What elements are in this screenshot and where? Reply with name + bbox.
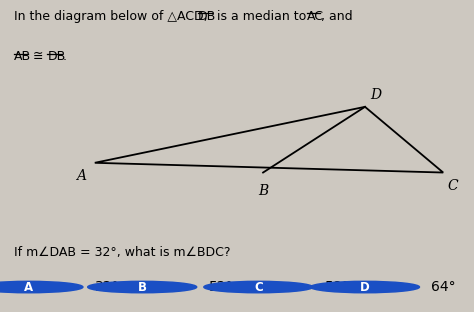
Text: .: . xyxy=(63,50,66,63)
Text: DB: DB xyxy=(47,50,66,63)
Text: D: D xyxy=(360,280,370,294)
Text: C: C xyxy=(254,280,263,294)
Text: D: D xyxy=(370,88,381,102)
Text: If m∠DAB = 32°, what is m∠BDC?: If m∠DAB = 32°, what is m∠BDC? xyxy=(14,246,231,259)
Circle shape xyxy=(0,281,83,293)
Text: 52°: 52° xyxy=(209,280,233,294)
Text: AB: AB xyxy=(14,50,31,63)
Text: 64°: 64° xyxy=(431,280,456,294)
Text: , and: , and xyxy=(321,10,353,23)
Text: A: A xyxy=(75,169,86,183)
Text: ≅: ≅ xyxy=(29,50,48,63)
Text: B: B xyxy=(138,280,146,294)
Text: 58°: 58° xyxy=(325,280,349,294)
Circle shape xyxy=(88,281,197,293)
Text: A: A xyxy=(24,280,33,294)
Text: B: B xyxy=(258,184,268,198)
Text: In the diagram below of △ACD,: In the diagram below of △ACD, xyxy=(14,10,210,23)
Text: AC: AC xyxy=(307,10,324,23)
Circle shape xyxy=(310,281,419,293)
Text: C: C xyxy=(448,179,458,193)
Text: 32°: 32° xyxy=(95,280,119,294)
Circle shape xyxy=(204,281,313,293)
Text: is a median to: is a median to xyxy=(213,10,309,23)
Text: DB: DB xyxy=(198,10,217,23)
